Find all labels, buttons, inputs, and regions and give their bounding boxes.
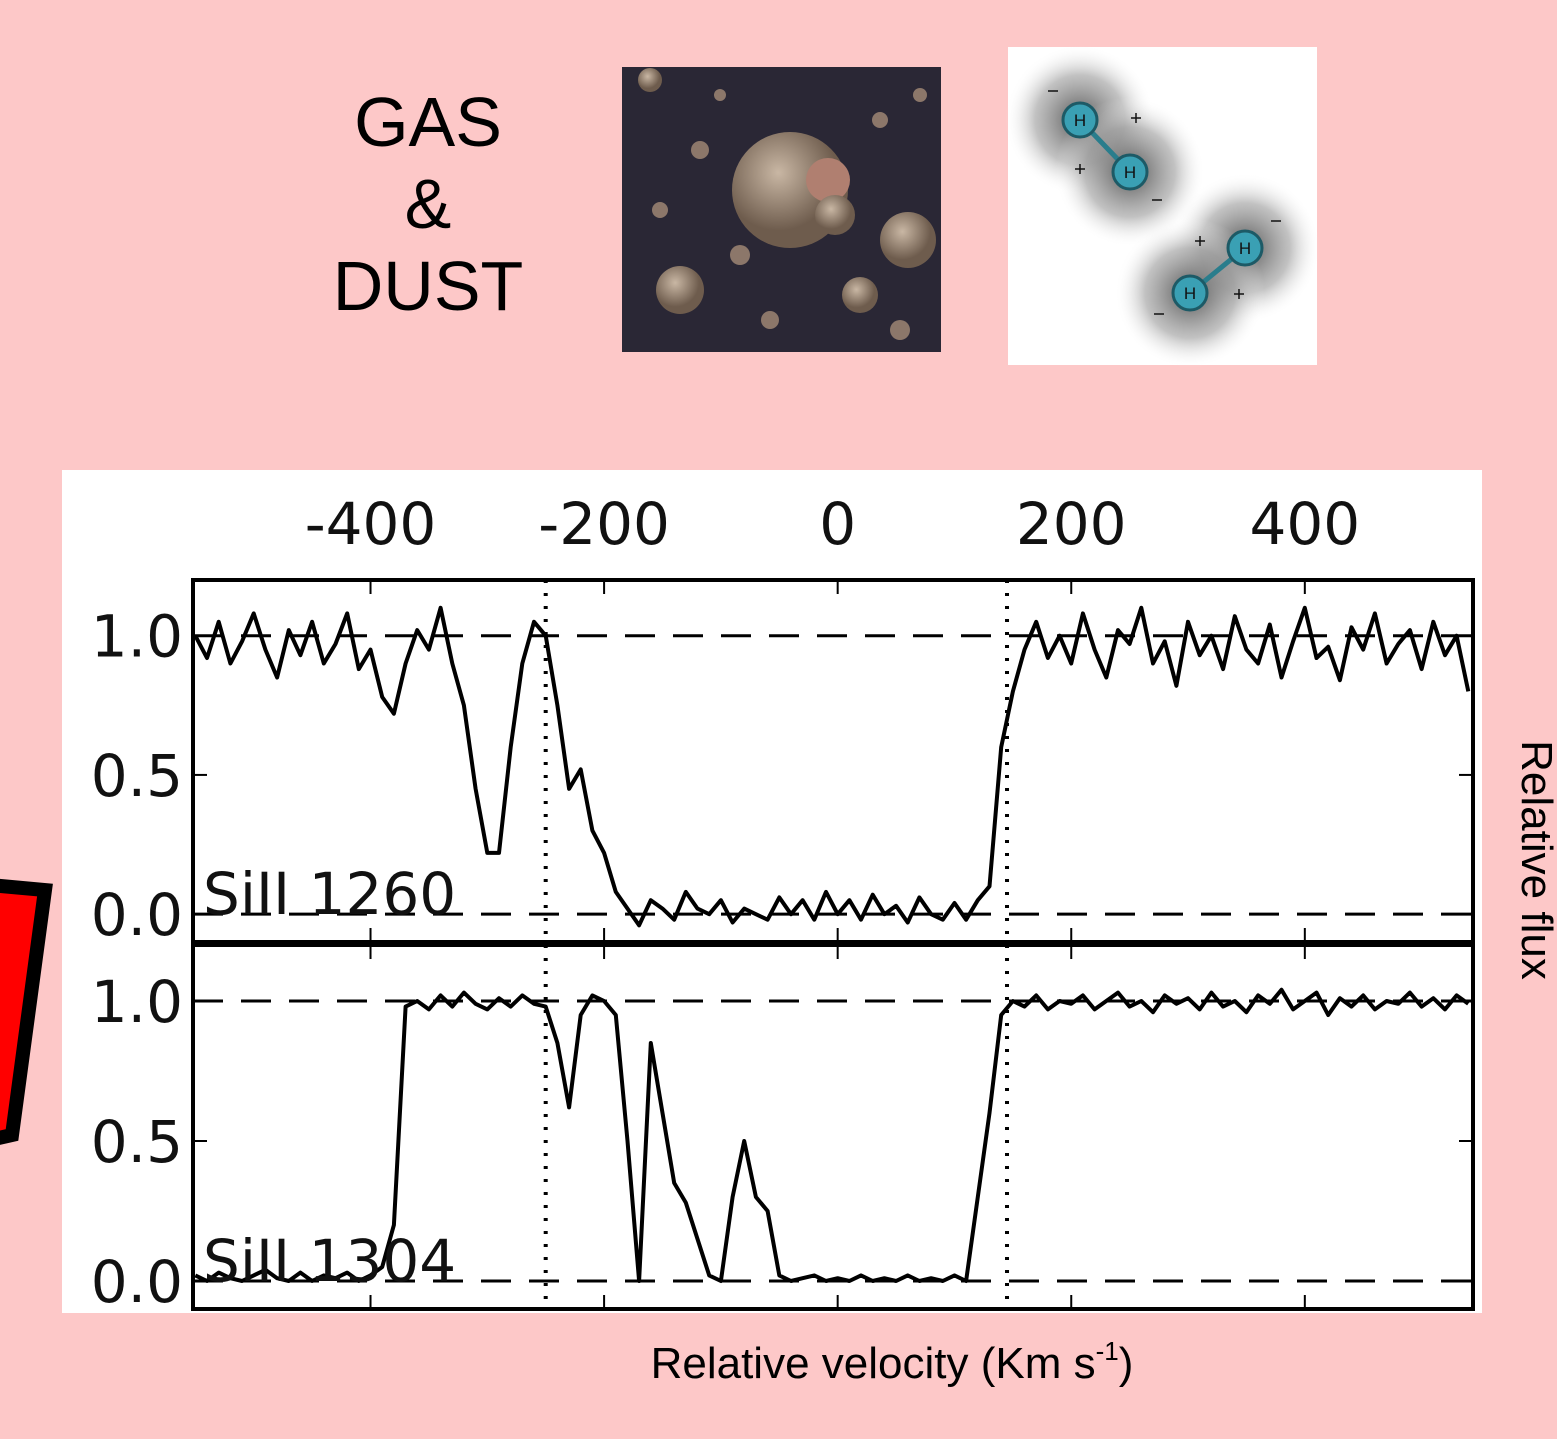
atom-label: H — [1239, 239, 1251, 258]
y-tick-label: 0.0 — [91, 1248, 183, 1316]
x-axis-title-text: Relative velocity (Km s — [651, 1339, 1096, 1388]
y-tick-label: 1.0 — [91, 603, 183, 671]
panel-label: SiII 1260 — [203, 860, 456, 928]
x-axis-title: Relative velocity (Km s-1) — [651, 1336, 1134, 1388]
atom-label: H — [1184, 284, 1196, 303]
x-tick-label: 400 — [1249, 490, 1360, 558]
y-tick-label: 0.5 — [91, 1108, 183, 1176]
x-axis-title-superscript: -1 — [1096, 1336, 1119, 1366]
heading: GAS & DUST — [333, 83, 524, 325]
heading-line: GAS — [354, 83, 502, 161]
heading-line: DUST — [333, 247, 524, 325]
slide: GAS & DUST H H H H — [0, 0, 1557, 1439]
x-tick-label: 200 — [1016, 490, 1127, 558]
x-tick-label: 0 — [819, 490, 856, 558]
y-tick-label: 0.5 — [91, 742, 183, 810]
atom-label: H — [1074, 111, 1086, 130]
x-tick-label: -400 — [305, 490, 437, 558]
y-axis-title: Relative flux — [1512, 740, 1557, 980]
atom-label: H — [1124, 163, 1136, 182]
red-shape — [0, 885, 45, 1140]
y-tick-label: 1.0 — [91, 968, 183, 1036]
x-tick-label: -200 — [538, 490, 670, 558]
panel-label: SiII 1304 — [203, 1227, 456, 1295]
x-axis-title-close: ) — [1119, 1339, 1134, 1388]
dust-image — [622, 67, 941, 352]
molecule-image: H H H H — [1005, 45, 1320, 368]
y-tick-label: 0.0 — [91, 881, 183, 949]
heading-line: & — [405, 165, 452, 243]
